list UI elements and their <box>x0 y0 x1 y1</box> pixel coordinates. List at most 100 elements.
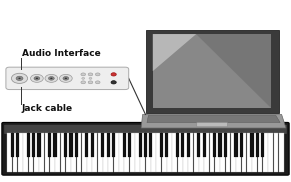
Polygon shape <box>147 115 280 123</box>
Bar <box>203 133 206 157</box>
Bar <box>240 133 243 157</box>
Bar <box>167 133 172 172</box>
Circle shape <box>65 78 67 79</box>
Bar <box>188 133 193 172</box>
Bar <box>197 133 200 157</box>
Circle shape <box>81 81 86 84</box>
Bar <box>82 133 87 172</box>
Bar <box>274 133 278 172</box>
FancyBboxPatch shape <box>4 125 287 134</box>
Bar <box>48 133 51 157</box>
Bar <box>139 133 142 157</box>
Circle shape <box>45 74 58 82</box>
Bar <box>172 133 177 172</box>
Bar <box>140 133 145 172</box>
Bar <box>176 133 179 157</box>
Bar <box>183 133 188 172</box>
Bar <box>236 133 241 172</box>
Bar <box>18 133 23 172</box>
Bar <box>27 133 30 157</box>
Bar <box>261 133 264 157</box>
Bar <box>235 133 237 157</box>
Bar <box>194 133 198 172</box>
Bar <box>252 133 257 172</box>
Bar <box>16 133 19 157</box>
Bar <box>64 133 67 157</box>
Bar <box>128 133 131 157</box>
Bar <box>77 133 81 172</box>
Bar <box>29 133 33 172</box>
Circle shape <box>88 81 93 84</box>
Bar <box>75 133 78 157</box>
Bar <box>71 133 76 172</box>
Bar <box>55 133 60 172</box>
Bar <box>258 133 262 172</box>
Circle shape <box>36 78 38 79</box>
FancyBboxPatch shape <box>197 122 228 127</box>
Text: Jack cable: Jack cable <box>21 104 72 113</box>
Bar <box>119 133 124 172</box>
Bar <box>32 133 35 157</box>
Bar <box>199 133 204 172</box>
Bar <box>220 133 225 172</box>
Circle shape <box>49 77 54 80</box>
Bar <box>45 133 49 172</box>
Bar <box>54 133 56 157</box>
FancyBboxPatch shape <box>2 122 289 175</box>
Bar <box>279 133 284 172</box>
Circle shape <box>50 78 53 79</box>
Bar <box>160 133 163 157</box>
Polygon shape <box>141 114 286 128</box>
Bar <box>144 133 147 157</box>
Bar <box>91 133 94 157</box>
Bar <box>256 133 259 157</box>
Circle shape <box>95 81 100 84</box>
Bar <box>226 133 230 172</box>
Bar <box>123 133 126 157</box>
Bar <box>130 133 135 172</box>
Bar <box>39 133 44 172</box>
Bar <box>231 133 236 172</box>
Circle shape <box>59 74 72 82</box>
Text: Audio Interface: Audio Interface <box>22 49 101 58</box>
Circle shape <box>63 77 69 80</box>
Bar <box>215 133 220 172</box>
Bar <box>13 133 17 172</box>
Circle shape <box>81 73 86 76</box>
Circle shape <box>111 81 116 84</box>
Bar <box>178 133 182 172</box>
Bar <box>93 133 97 172</box>
Bar <box>114 133 119 172</box>
Bar <box>242 133 246 172</box>
Bar <box>165 133 168 157</box>
Bar <box>149 133 152 157</box>
Bar <box>109 133 113 172</box>
Bar <box>85 133 88 157</box>
Bar <box>23 133 28 172</box>
Bar <box>162 133 166 172</box>
Bar <box>219 133 221 157</box>
Circle shape <box>89 78 92 79</box>
Circle shape <box>34 77 40 80</box>
Bar <box>213 133 216 157</box>
Bar <box>98 133 103 172</box>
Circle shape <box>95 73 100 76</box>
Bar <box>251 133 253 157</box>
Polygon shape <box>153 34 196 71</box>
Circle shape <box>111 73 116 76</box>
Bar <box>103 133 108 172</box>
Bar <box>7 133 12 172</box>
Polygon shape <box>153 34 272 108</box>
Bar <box>268 133 273 172</box>
Bar <box>34 133 39 172</box>
Bar <box>247 133 252 172</box>
Bar <box>38 133 40 157</box>
Bar <box>50 133 55 172</box>
Bar <box>210 133 214 172</box>
Circle shape <box>11 73 28 83</box>
Circle shape <box>16 76 23 80</box>
Bar <box>125 133 129 172</box>
Circle shape <box>82 78 85 79</box>
Bar <box>224 133 227 157</box>
Bar <box>187 133 190 157</box>
